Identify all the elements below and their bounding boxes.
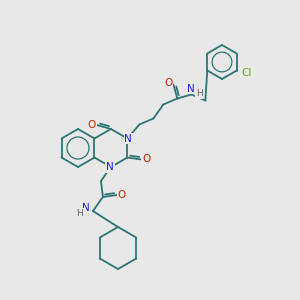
Text: N: N <box>188 83 195 94</box>
Text: O: O <box>142 154 151 164</box>
Text: N: N <box>124 134 132 143</box>
Text: O: O <box>164 79 172 88</box>
Text: H: H <box>76 208 83 217</box>
Text: O: O <box>118 190 126 200</box>
Text: O: O <box>88 120 96 130</box>
Text: N: N <box>106 162 114 172</box>
Text: Cl: Cl <box>242 68 252 77</box>
Text: H: H <box>196 89 203 98</box>
Text: N: N <box>82 203 90 213</box>
